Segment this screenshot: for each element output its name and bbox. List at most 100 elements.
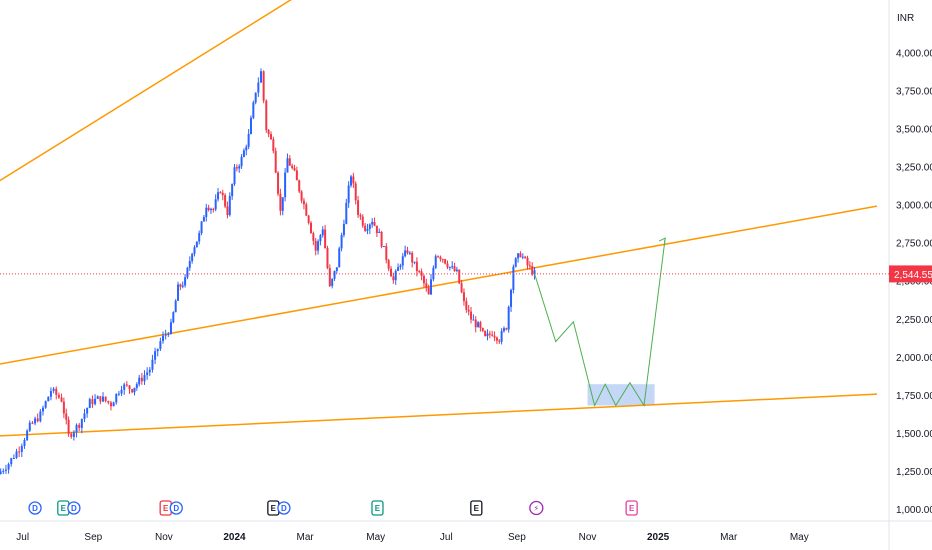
- candle-body: [368, 224, 371, 230]
- candle: [18, 446, 21, 458]
- candle-body: [102, 396, 105, 402]
- candle-body: [265, 100, 268, 131]
- candle: [486, 329, 489, 341]
- candle-body: [444, 259, 447, 264]
- candle-body: [352, 176, 355, 184]
- candle-body: [115, 393, 118, 403]
- candle: [154, 347, 157, 365]
- candle-body: [411, 252, 414, 263]
- candle-body: [477, 322, 480, 328]
- candle: [293, 164, 296, 172]
- candle-body: [328, 268, 331, 286]
- event-marker[interactable]: D: [277, 501, 291, 515]
- candle-body: [385, 246, 388, 261]
- candle: [408, 251, 411, 256]
- candle-body: [26, 430, 29, 441]
- candle-body: [375, 225, 378, 234]
- candle: [375, 225, 378, 238]
- candle-body: [143, 375, 146, 382]
- candle-body: [219, 192, 222, 194]
- candle-body: [184, 277, 187, 286]
- candle-body: [254, 92, 257, 103]
- candle-body: [20, 445, 23, 452]
- candle-body: [259, 71, 262, 83]
- candle-body: [12, 457, 15, 459]
- dividend-marker-icon[interactable]: [28, 501, 42, 515]
- candle-body: [484, 330, 487, 337]
- candle-body: [500, 331, 503, 342]
- candle-body: [439, 256, 442, 260]
- dividend-marker-icon[interactable]: [67, 501, 81, 515]
- candle-body: [2, 470, 5, 472]
- candle: [200, 220, 203, 236]
- split-marker-icon[interactable]: [529, 500, 544, 516]
- candle-body: [345, 202, 348, 224]
- time-axis[interactable]: Jul Sep Nov 2024 Mar May Jul Sep Nov 2025 Mar May: [16, 532, 808, 543]
- candle-body: [91, 399, 94, 405]
- candle-body: [446, 263, 449, 268]
- candle: [488, 330, 491, 339]
- candle-body: [338, 248, 341, 268]
- candle-body: [186, 267, 189, 278]
- candle-body: [34, 418, 37, 424]
- candle-body: [462, 292, 465, 302]
- earnings-marker-icon[interactable]: [371, 500, 384, 516]
- event-marker[interactable]: E: [159, 500, 172, 516]
- candle: [284, 168, 287, 202]
- candle-body: [521, 256, 524, 258]
- event-marker[interactable]: D: [169, 501, 183, 515]
- candle-body: [245, 146, 248, 151]
- candle-body: [361, 216, 364, 226]
- candle-body: [109, 402, 112, 407]
- candle-body: [319, 235, 322, 242]
- candle-body: [309, 222, 312, 234]
- candle-body: [455, 269, 458, 272]
- candle: [15, 448, 18, 459]
- candle: [345, 198, 348, 225]
- candle-body: [470, 311, 473, 320]
- event-marker[interactable]: E: [470, 500, 483, 516]
- candle: [324, 224, 327, 249]
- candle: [274, 147, 277, 174]
- candle: [382, 246, 385, 248]
- event-marker[interactable]: ⚡: [529, 500, 544, 516]
- candle-body: [373, 221, 376, 226]
- earnings-marker-icon[interactable]: [625, 500, 638, 516]
- event-marker[interactable]: E: [267, 500, 280, 516]
- dividend-marker-icon[interactable]: [169, 501, 183, 515]
- candle: [524, 255, 527, 259]
- event-marker[interactable]: E: [625, 500, 638, 516]
- candle: [368, 223, 371, 235]
- event-marker[interactable]: D: [28, 501, 42, 515]
- event-marker-label: E: [271, 504, 277, 513]
- candle: [406, 246, 409, 255]
- candle: [57, 392, 60, 399]
- time-tick-label: Nov: [579, 532, 597, 543]
- candle: [267, 128, 270, 138]
- time-tick-label: May: [790, 532, 809, 543]
- event-marker-label: E: [629, 504, 635, 513]
- price-tick-label: 2,750.00: [896, 239, 932, 250]
- candle-body: [191, 253, 194, 262]
- candle-body: [49, 391, 52, 397]
- event-marker[interactable]: E: [371, 500, 384, 516]
- time-tick-label: Jul: [16, 532, 29, 543]
- candle-body: [99, 396, 102, 402]
- candle: [70, 432, 73, 439]
- event-marker[interactable]: E: [57, 500, 70, 516]
- candle-body: [205, 207, 208, 218]
- candle: [470, 306, 473, 324]
- candle: [249, 115, 252, 135]
- earnings-marker-icon[interactable]: [470, 500, 483, 516]
- dividend-marker-icon[interactable]: [277, 501, 291, 515]
- event-marker[interactable]: D: [67, 501, 81, 515]
- candle: [231, 183, 234, 200]
- candle-body: [458, 269, 461, 284]
- candle: [109, 400, 112, 411]
- candle-body: [209, 208, 212, 211]
- candle-body: [164, 334, 167, 336]
- candle: [131, 388, 134, 394]
- price-axis[interactable]: 1,000.00 1,250.00 1,500.00 1,750.00 2,000.00…: [896, 48, 932, 516]
- candle: [317, 239, 320, 255]
